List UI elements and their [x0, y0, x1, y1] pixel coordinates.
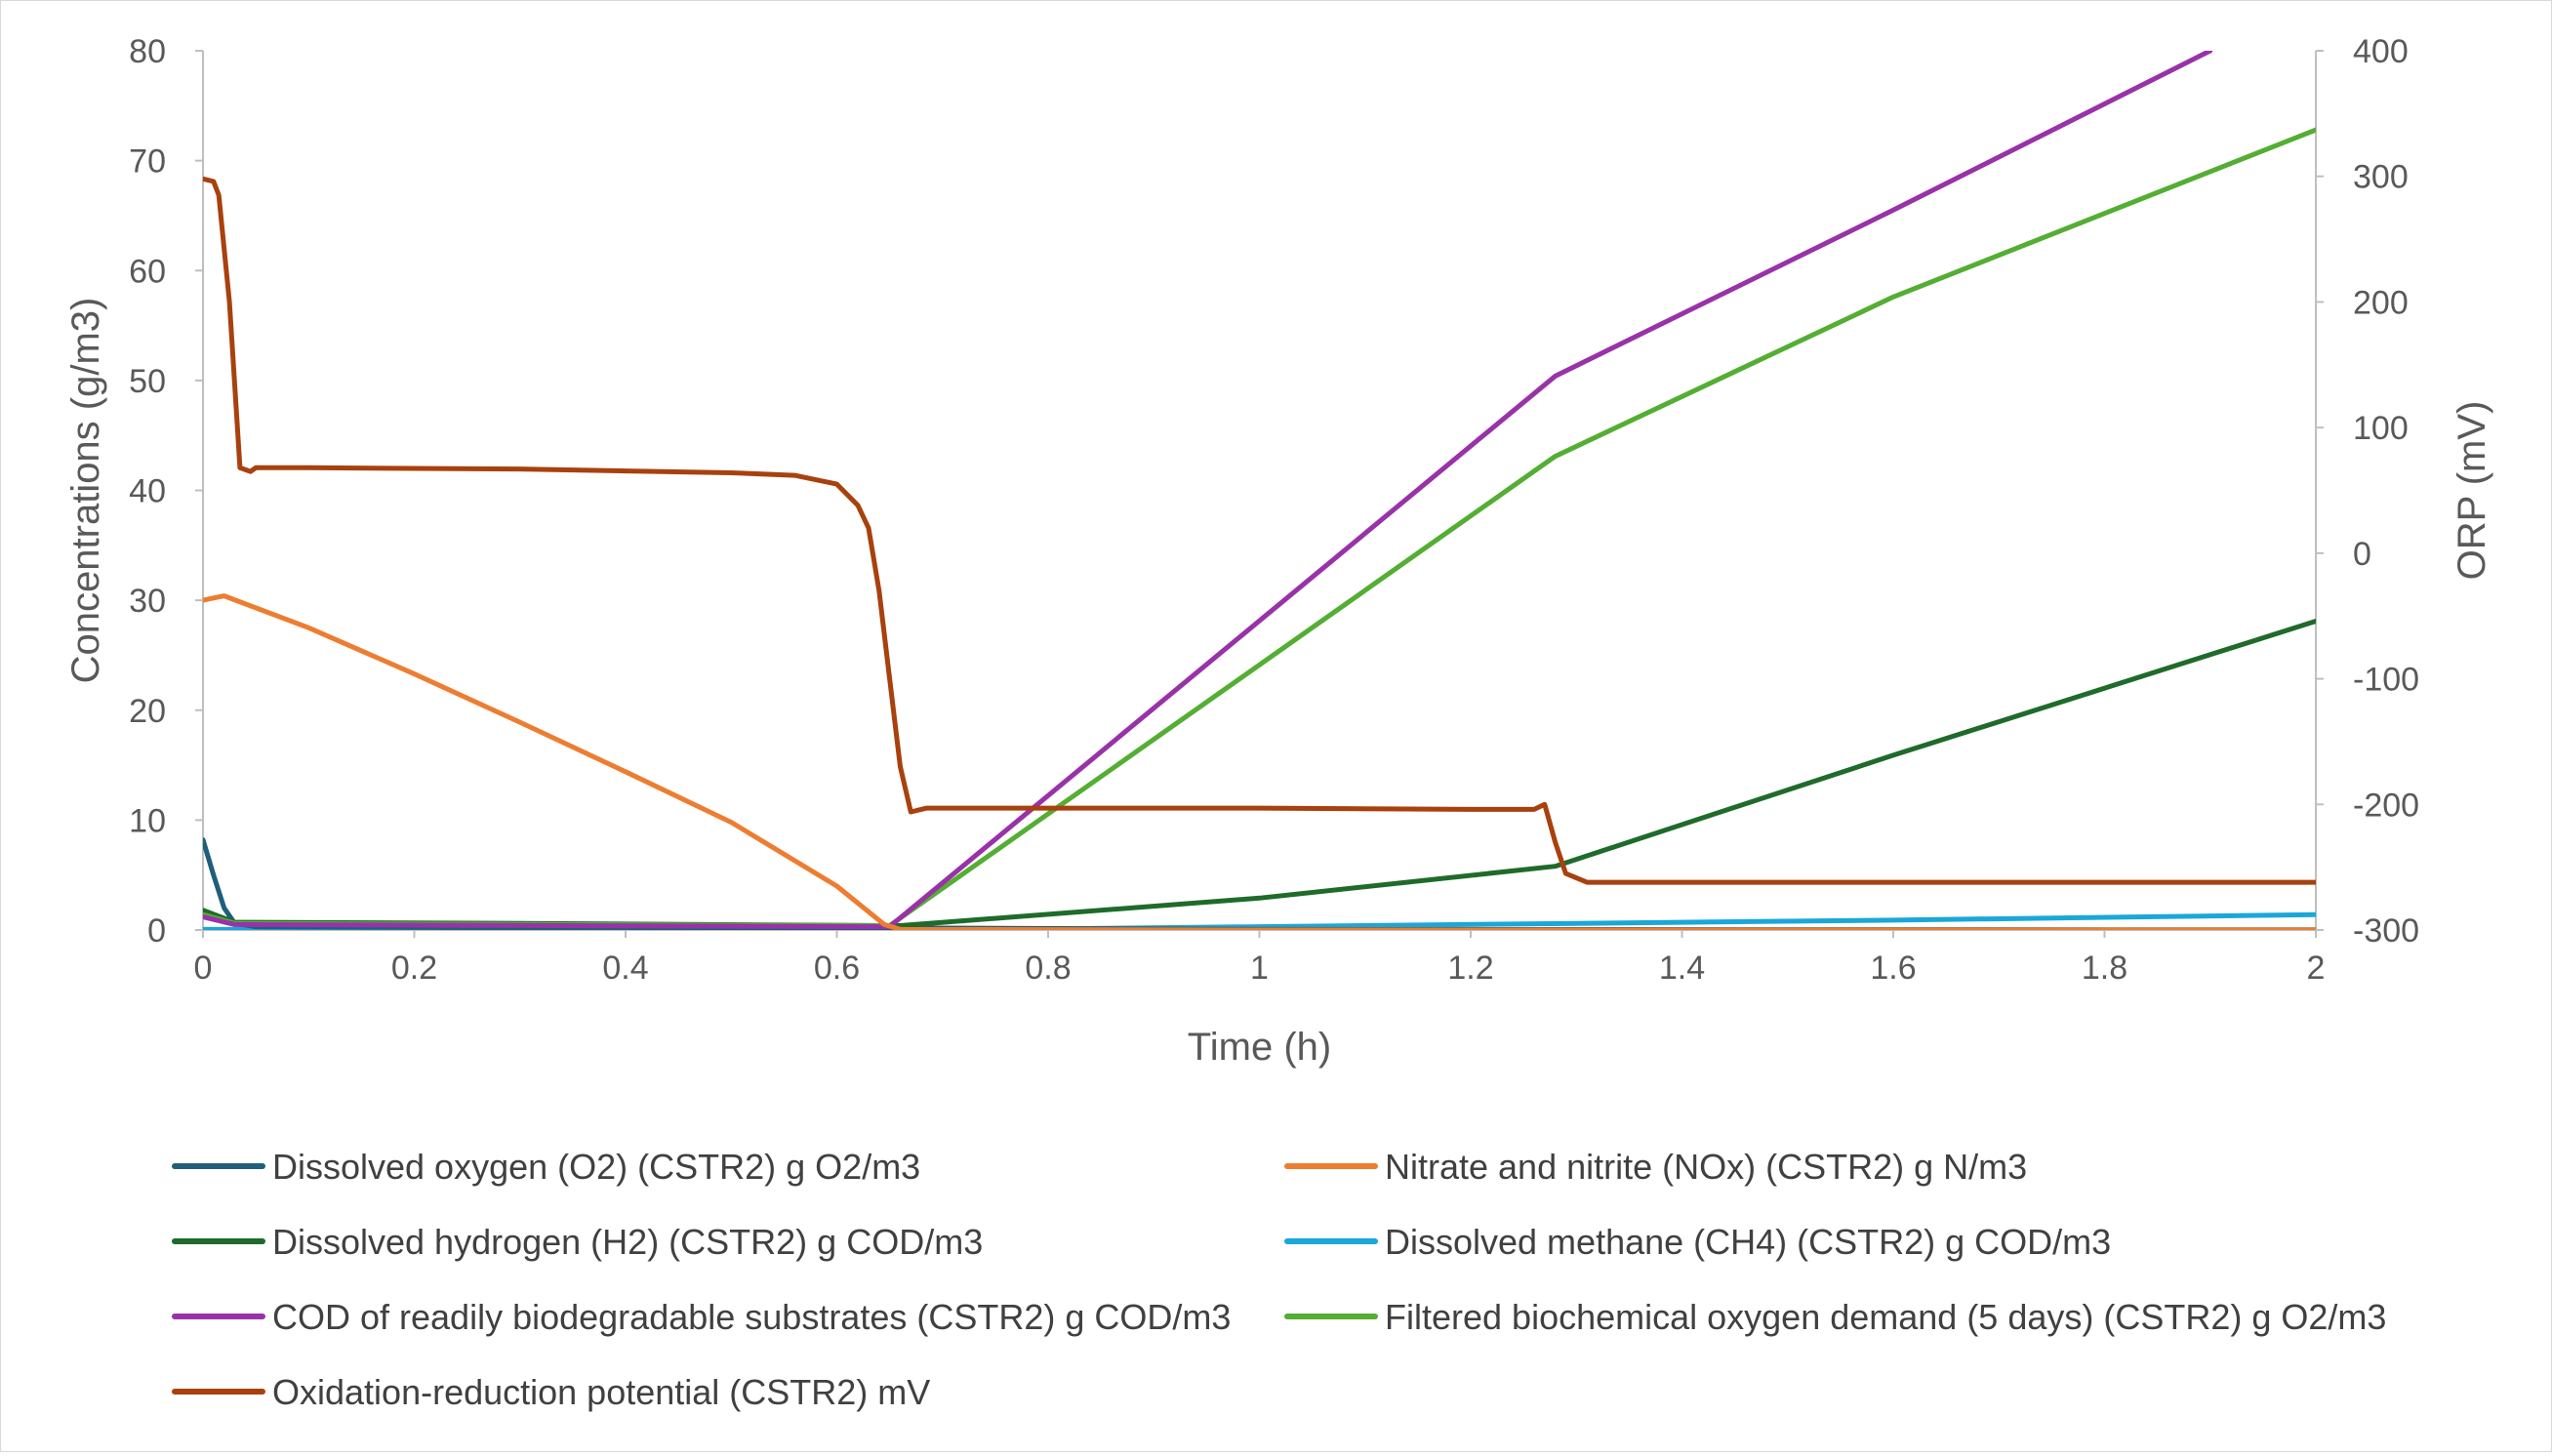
- y2-tick-label: 300: [2353, 159, 2409, 196]
- x-tick-label: 0.2: [391, 950, 437, 987]
- x-tick-label: 1: [1250, 950, 1269, 987]
- legend-label: Dissolved hydrogen (H2) (CSTR2) g COD/m3: [272, 1222, 983, 1262]
- y-tick-label: 50: [129, 363, 166, 400]
- legend-label: Filtered biochemical oxygen demand (5 da…: [1385, 1297, 2386, 1337]
- legend-label: Dissolved oxygen (O2) (CSTR2) g O2/m3: [272, 1147, 920, 1187]
- y-tick-label: 0: [147, 912, 166, 950]
- y2-axis-title: ORP (mV): [2451, 401, 2493, 581]
- legend-label: COD of readily biodegradable substrates …: [272, 1297, 1231, 1337]
- plot-area: [203, 51, 2316, 930]
- series-line-cod-of-readily-biodegradable-substrates-cstr2-g-cod-m3: [203, 51, 2213, 930]
- legend-label: Dissolved methane (CH4) (CSTR2) g COD/m3: [1385, 1222, 2111, 1262]
- x-tick-label: 1.4: [1659, 950, 1705, 987]
- y2-tick-label: 0: [2353, 536, 2371, 573]
- y-axis-title: Concentrations (g/m3): [64, 298, 107, 684]
- x-tick-label: 0.4: [602, 950, 648, 987]
- legend-label: Oxidation-reduction potential (CSTR2) mV: [272, 1372, 930, 1412]
- series-line-nitrate-and-nitrite-nox-cstr2-g-n-m3: [203, 593, 2316, 930]
- x-axis-title: Time (h): [1188, 1026, 1331, 1069]
- y-tick-label: 30: [129, 583, 166, 620]
- y2-tick-label: 200: [2353, 284, 2409, 321]
- y2-tick-label: -200: [2353, 787, 2419, 824]
- chart-series: [203, 51, 2316, 930]
- chart-axes: [195, 50, 2324, 938]
- x-tick-label: 1.8: [2082, 950, 2127, 987]
- series-line-oxidation-reduction-potential-cstr2-mv: [203, 176, 2316, 885]
- y-tick-label: 80: [129, 33, 166, 70]
- y2-tick-label: -100: [2353, 662, 2419, 699]
- y-tick-label: 40: [129, 473, 166, 510]
- y-tick-label: 60: [129, 253, 166, 290]
- y2-tick-label: 400: [2353, 33, 2409, 70]
- x-tick-label: 0: [194, 950, 213, 987]
- y-tick-label: 20: [129, 693, 166, 730]
- series-line-dissolved-oxygen-o2-cstr2-g-o2-m3: [203, 837, 2316, 930]
- x-tick-label: 1.2: [1447, 950, 1493, 987]
- x-tick-label: 0.8: [1025, 950, 1071, 987]
- x-tick-label: 1.6: [1870, 950, 1916, 987]
- legend-label: Nitrate and nitrite (NOx) (CSTR2) g N/m3: [1385, 1147, 2027, 1187]
- x-tick-label: 2: [2307, 950, 2326, 987]
- y2-tick-label: -300: [2353, 912, 2419, 950]
- y2-tick-label: 100: [2353, 410, 2409, 447]
- y-tick-label: 70: [129, 143, 166, 181]
- chart-tick-labels: 0 0.2 0.4 0.6 0.8 1 1.2 1.4 1.6 1.8 20102030405060…: [129, 33, 2419, 987]
- y-tick-label: 10: [129, 802, 166, 839]
- chart-legend: Dissolved oxygen (O2) (CSTR2) g O2/m3 Nit…: [172, 1147, 2386, 1412]
- x-tick-label: 0.6: [814, 950, 860, 987]
